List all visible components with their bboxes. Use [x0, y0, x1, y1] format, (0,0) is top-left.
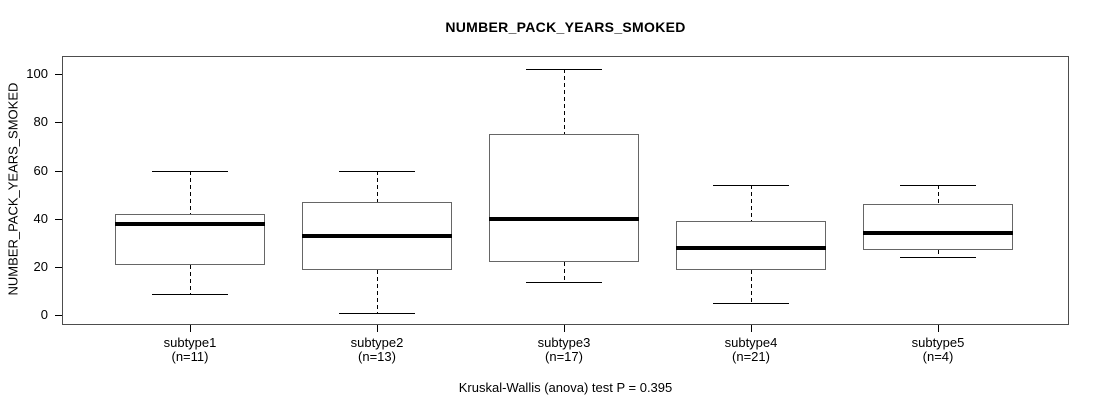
median-line — [863, 231, 1013, 236]
lower-whisker-line — [564, 262, 565, 282]
stat-test-caption: Kruskal-Wallis (anova) test P = 0.395 — [458, 380, 673, 395]
y-axis-tick-label: 0 — [40, 307, 48, 322]
y-axis-tick-label: 60 — [33, 163, 48, 178]
group-n-label: (n=11) — [171, 349, 209, 364]
plot-frame — [62, 56, 1069, 325]
x-axis-tick — [190, 325, 191, 332]
lower-whisker-line — [377, 269, 378, 313]
upper-whisker-cap — [900, 185, 976, 186]
x-axis-tick — [751, 325, 752, 332]
upper-whisker-line — [190, 170, 191, 215]
median-line — [489, 216, 639, 221]
iqr-box — [863, 204, 1013, 251]
group-n-label: (n=13) — [358, 349, 396, 364]
x-axis-tick — [564, 325, 565, 332]
upper-whisker-cap — [339, 171, 415, 172]
upper-whisker-line — [751, 185, 752, 222]
x-axis-tick — [377, 325, 378, 332]
y-axis-tick-label: 80 — [33, 114, 48, 129]
lower-whisker-cap — [713, 303, 789, 304]
group-n-label: (n=4) — [922, 349, 954, 364]
y-axis-tick — [55, 315, 62, 316]
upper-whisker-cap — [152, 171, 228, 172]
group-label: subtype2 — [350, 335, 404, 350]
group-n-label: (n=17) — [545, 349, 583, 364]
upper-whisker-line — [377, 170, 378, 202]
y-axis-tick-label: 100 — [26, 66, 48, 81]
x-axis-tick — [938, 325, 939, 332]
y-axis-tick-label: 20 — [33, 259, 48, 274]
iqr-box — [676, 221, 826, 270]
y-axis-tick — [55, 74, 62, 75]
upper-whisker-cap — [526, 69, 602, 70]
lower-whisker-cap — [152, 294, 228, 295]
lower-whisker-line — [938, 250, 939, 258]
y-axis-tick — [55, 171, 62, 172]
group-n-label: (n=21) — [732, 349, 770, 364]
iqr-box — [489, 134, 639, 263]
median-line — [115, 221, 265, 226]
lower-whisker-cap — [526, 282, 602, 283]
median-line — [676, 245, 826, 250]
group-label: subtype5 — [911, 335, 965, 350]
y-axis-tick — [55, 219, 62, 220]
upper-whisker-line — [938, 185, 939, 205]
median-line — [302, 233, 452, 238]
chart-title: NUMBER_PACK_YEARS_SMOKED — [445, 19, 686, 35]
lower-whisker-line — [190, 264, 191, 294]
lower-whisker-cap — [339, 313, 415, 314]
y-axis-tick-label: 40 — [33, 211, 48, 226]
lower-whisker-cap — [900, 257, 976, 258]
y-axis-tick — [55, 267, 62, 268]
y-axis-tick — [55, 122, 62, 123]
group-label: subtype4 — [724, 335, 778, 350]
lower-whisker-line — [751, 269, 752, 304]
group-label: subtype1 — [163, 335, 217, 350]
group-label: subtype3 — [537, 335, 591, 350]
upper-whisker-line — [564, 69, 565, 135]
upper-whisker-cap — [713, 185, 789, 186]
